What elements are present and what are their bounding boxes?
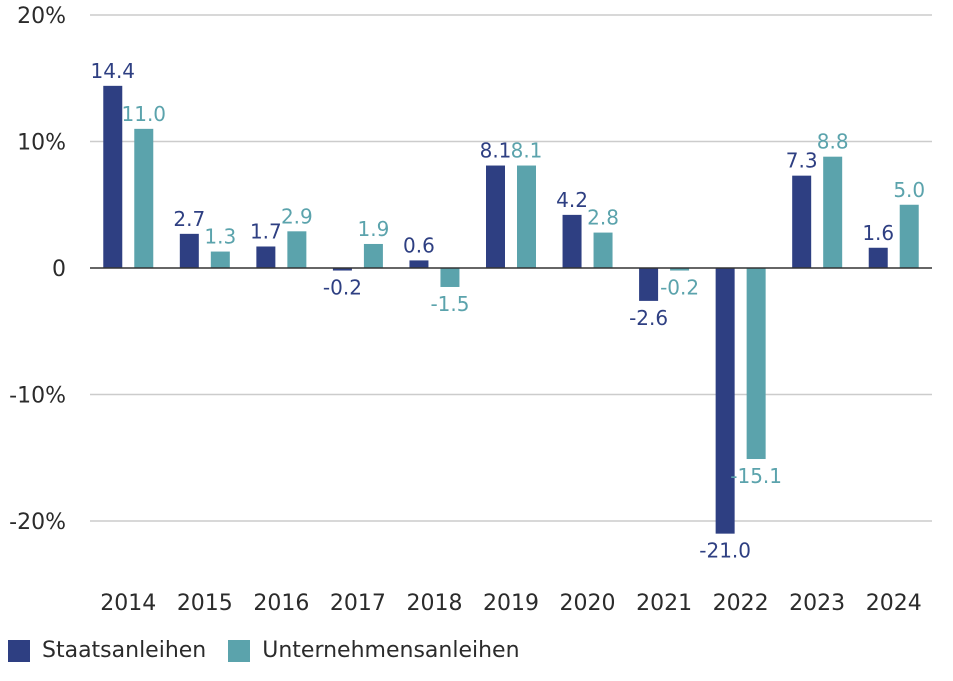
data-label-staatsanleihen-2016: 1.7 [250, 219, 282, 243]
data-label-unternehmensanleihen-2014: 11.0 [122, 102, 167, 126]
bar-unternehmensanleihen-2022 [746, 268, 766, 460]
data-label-unternehmensanleihen-2019: 8.1 [511, 139, 543, 163]
data-label-staatsanleihen-2022: -21.0 [699, 539, 751, 563]
bar-chart: 20% 10% 0 -10% -20% 14.4 11.0 2.71.3 1.72.9 -0.2… [9, 4, 932, 616]
data-label-unternehmensanleihen-2024: 5.0 [893, 178, 925, 202]
data-label-unternehmensanleihen-2022: -15.1 [730, 464, 782, 488]
bar-staatsanleihen-2021 [639, 268, 659, 301]
x-tick-label: 2024 [866, 591, 922, 616]
bars [103, 85, 919, 534]
bar-unternehmensanleihen-2014 [134, 128, 154, 268]
y-axis-ticks: 20% 10% 0 -10% -20% [9, 4, 66, 535]
legend-item-staatsanleihen: Staatsanleihen [8, 638, 206, 663]
data-label-staatsanleihen-2018: 0.6 [403, 233, 435, 257]
legend-item-unternehmensanleihen: Unternehmensanleihen [228, 638, 520, 663]
data-label-unternehmensanleihen-2018: -1.5 [430, 292, 469, 316]
bar-unternehmensanleihen-2019 [517, 165, 536, 268]
legend-swatch-staatsanleihen [8, 639, 30, 662]
data-label-staatsanleihen-2014: 14.4 [91, 59, 136, 83]
data-labels: 14.4 11.0 2.71.3 1.72.9 -0.2 1.9 0.6 -1.5 8.1 8.1… [91, 59, 926, 563]
bar-staatsanleihen-2017 [332, 268, 352, 271]
y-tick-label: 10% [17, 131, 66, 156]
x-tick-label: 2023 [789, 591, 845, 616]
data-label-staatsanleihen-2019: 8.1 [480, 139, 512, 163]
data-label-unternehmensanleihen-2015: 1.3 [204, 225, 236, 249]
y-tick-label: -20% [9, 510, 66, 535]
x-tick-label: 2019 [483, 591, 539, 616]
data-label-staatsanleihen-2017: -0.2 [323, 276, 362, 300]
x-axis-ticks: 2014 2015 2016 2017 2018 2019 2020 2021 2022 2023… [100, 591, 921, 616]
bar-staatsanleihen-2016 [256, 246, 276, 268]
legend: Staatsanleihen Unternehmensanleihen [8, 638, 542, 663]
legend-label-staatsanleihen: Staatsanleihen [42, 638, 207, 663]
data-label-unternehmensanleihen-2020: 2.8 [587, 206, 619, 230]
bar-unternehmensanleihen-2016 [287, 231, 307, 268]
data-label-staatsanleihen-2021: -2.6 [629, 306, 668, 330]
bar-unternehmensanleihen-2018 [440, 268, 460, 287]
bar-unternehmensanleihen-2015 [210, 251, 230, 268]
data-label-staatsanleihen-2020: 4.2 [556, 188, 588, 212]
data-label-staatsanleihen-2024: 1.6 [862, 221, 894, 245]
data-label-staatsanleihen-2015: 2.7 [173, 207, 205, 231]
x-tick-label: 2021 [636, 591, 692, 616]
x-tick-label: 2018 [406, 591, 462, 616]
bar-staatsanleihen-2015 [179, 233, 199, 268]
bar-staatsanleihen-2020 [562, 214, 582, 268]
legend-swatch-unternehmensanleihen [228, 639, 251, 662]
bar-staatsanleihen-2019 [486, 165, 505, 268]
x-tick-label: 2014 [100, 591, 156, 616]
y-tick-label: -10% [9, 384, 66, 409]
data-label-unternehmensanleihen-2016: 2.9 [281, 204, 313, 228]
x-tick-label: 2015 [177, 591, 233, 616]
bar-unternehmensanleihen-2020 [593, 232, 613, 268]
bar-unternehmensanleihen-2017 [363, 243, 383, 268]
bar-unternehmensanleihen-2024 [899, 204, 919, 268]
y-tick-label: 20% [17, 4, 66, 29]
bar-staatsanleihen-2014 [103, 85, 123, 268]
data-label-unternehmensanleihen-2021: -0.2 [660, 276, 699, 300]
data-label-unternehmensanleihen-2023: 8.8 [817, 130, 849, 154]
bar-staatsanleihen-2024 [868, 247, 888, 268]
data-label-staatsanleihen-2023: 7.3 [786, 149, 818, 173]
bar-unternehmensanleihen-2023 [823, 156, 843, 268]
bar-staatsanleihen-2018 [409, 260, 429, 268]
bar-staatsanleihen-2022 [715, 268, 735, 534]
y-tick-label: 0 [52, 257, 66, 282]
x-tick-label: 2022 [713, 591, 769, 616]
data-label-unternehmensanleihen-2017: 1.9 [358, 217, 390, 241]
x-tick-label: 2016 [253, 591, 309, 616]
legend-label-unternehmensanleihen: Unternehmensanleihen [262, 638, 520, 663]
bar-staatsanleihen-2023 [792, 175, 812, 268]
grid-lines [90, 14, 932, 522]
bar-unternehmensanleihen-2021 [670, 268, 690, 271]
x-tick-label: 2017 [330, 591, 386, 616]
x-tick-label: 2020 [560, 591, 616, 616]
